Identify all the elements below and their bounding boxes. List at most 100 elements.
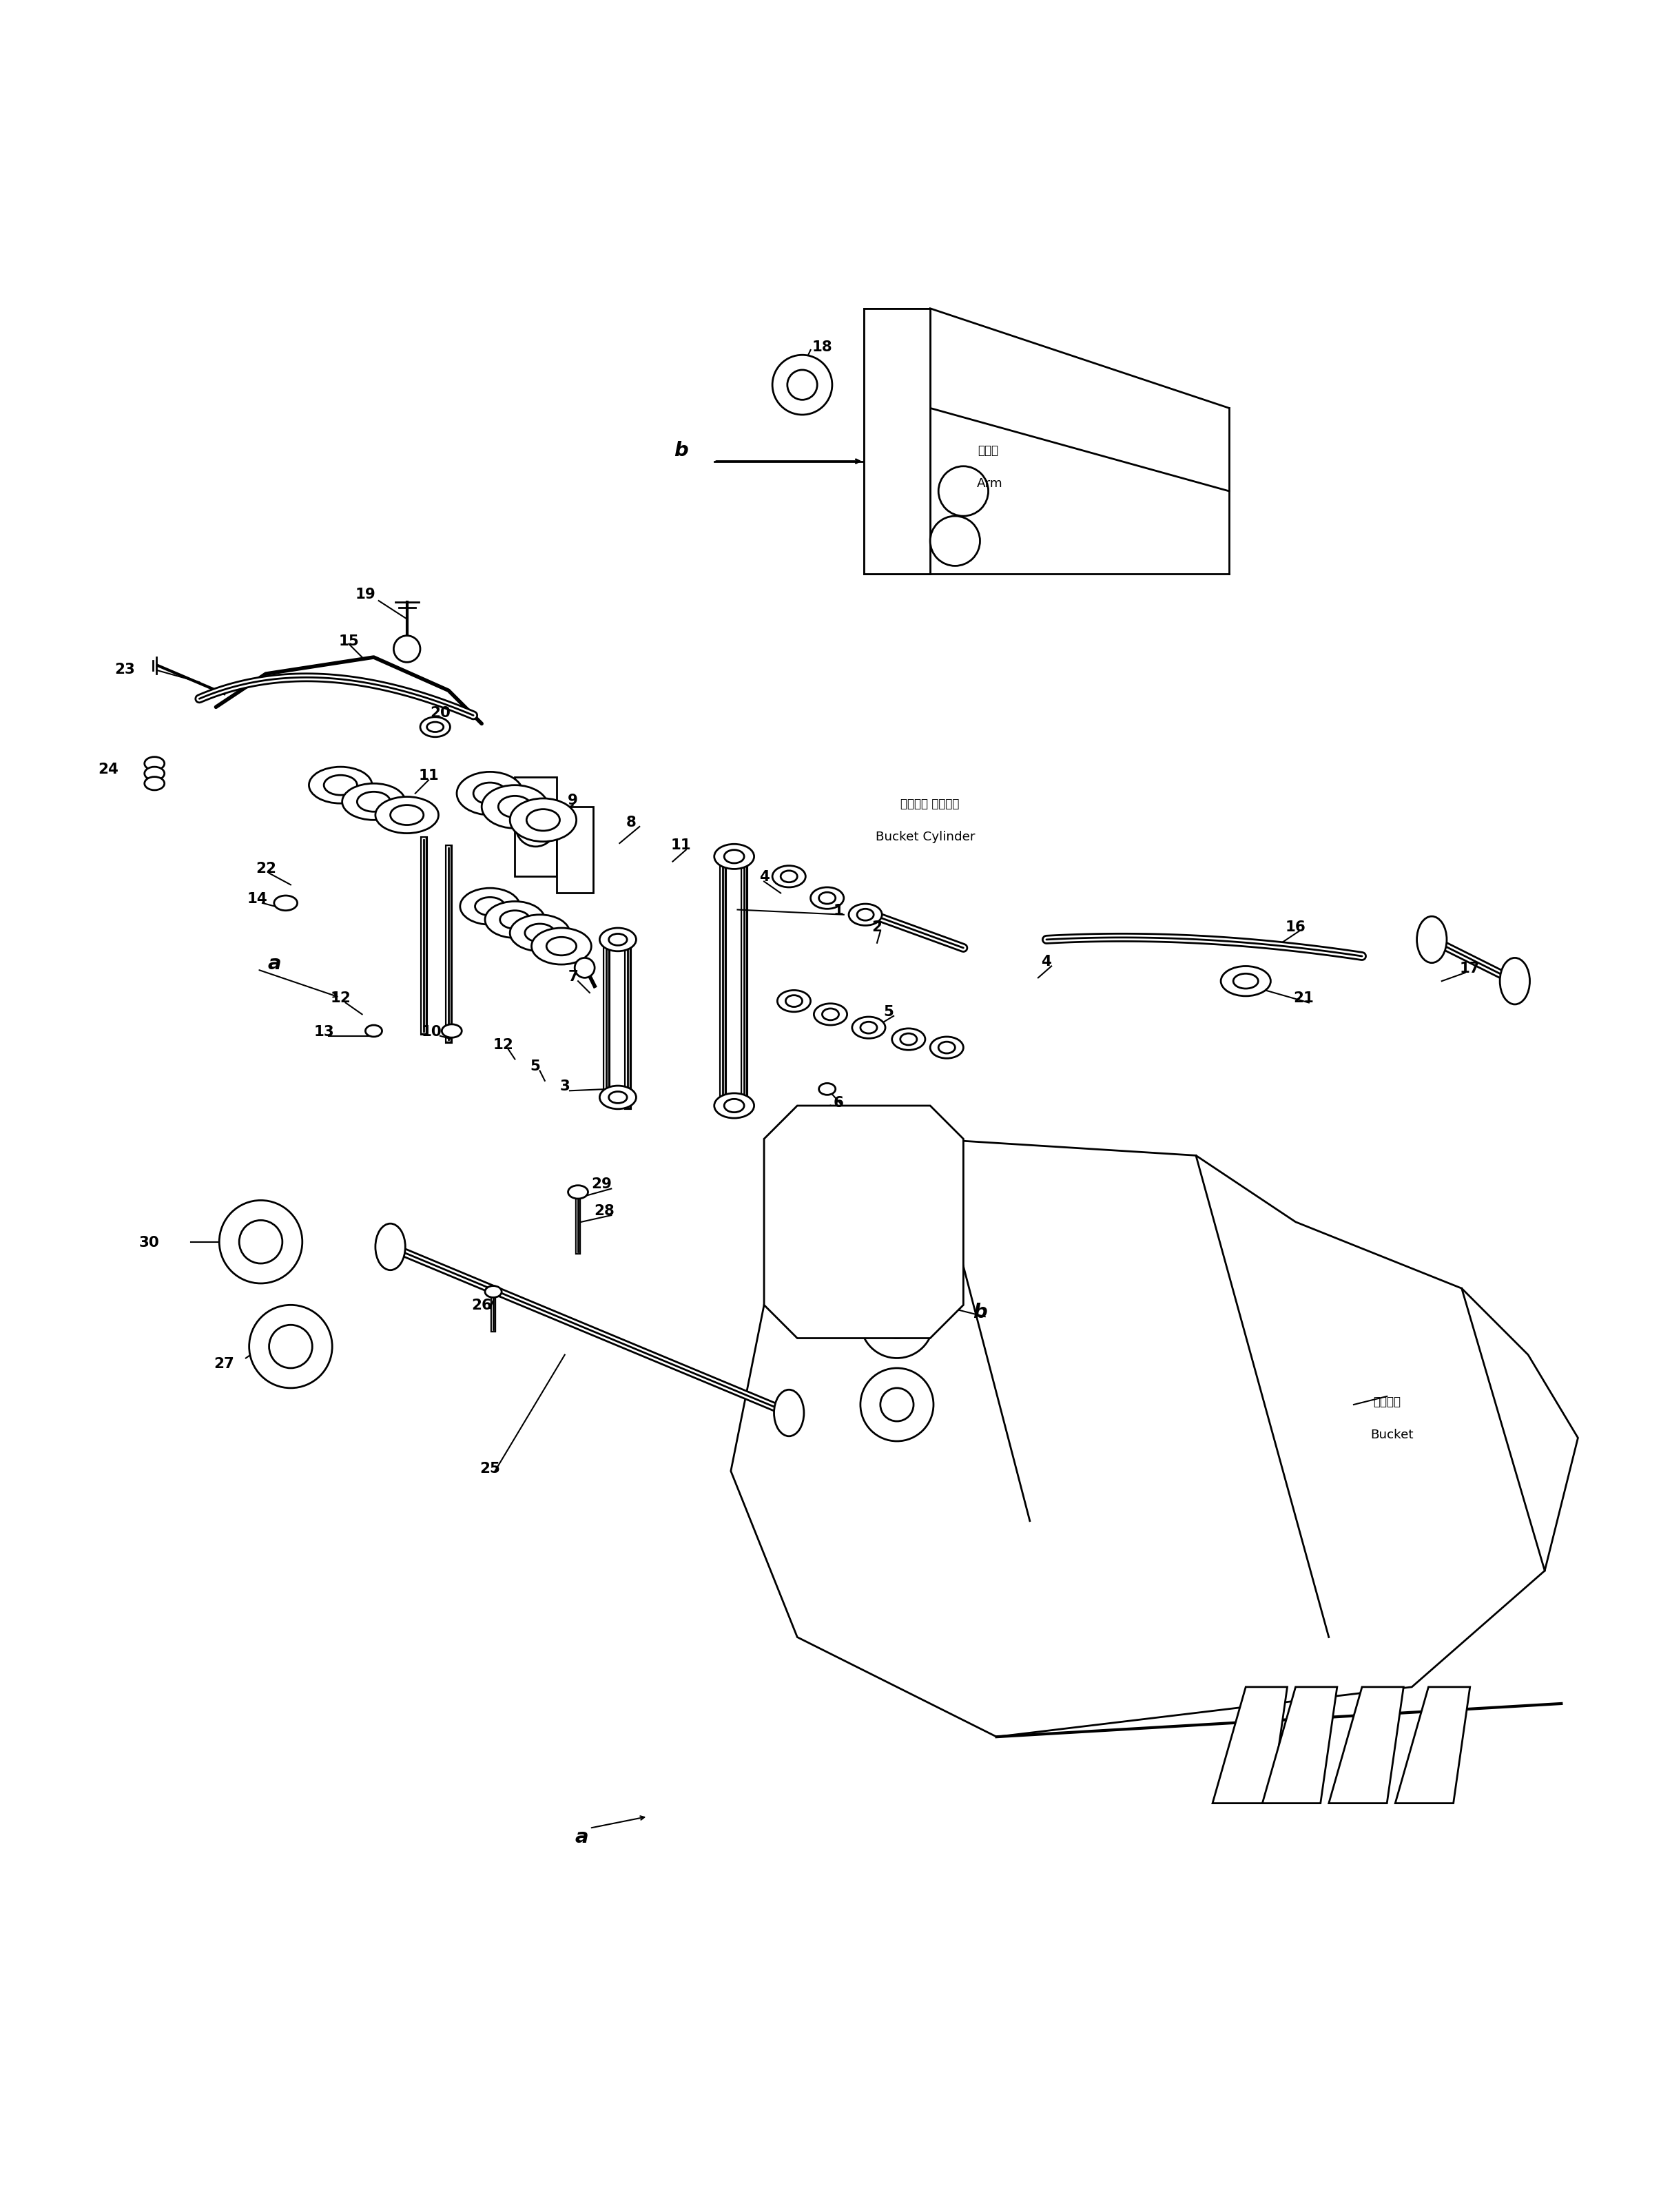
Ellipse shape xyxy=(772,867,806,887)
Ellipse shape xyxy=(724,1099,744,1113)
Text: 10: 10 xyxy=(422,1024,442,1037)
Ellipse shape xyxy=(930,1037,963,1060)
Text: 8: 8 xyxy=(626,816,636,830)
Polygon shape xyxy=(1213,1688,1287,1803)
Ellipse shape xyxy=(510,799,576,843)
Ellipse shape xyxy=(819,894,835,905)
Ellipse shape xyxy=(1232,973,1259,989)
Text: 9: 9 xyxy=(568,794,578,807)
Text: 15: 15 xyxy=(339,635,359,648)
Circle shape xyxy=(787,369,817,400)
Text: 23: 23 xyxy=(115,661,135,677)
Ellipse shape xyxy=(274,896,297,911)
Polygon shape xyxy=(731,1106,1578,1736)
Ellipse shape xyxy=(498,796,532,818)
Ellipse shape xyxy=(390,805,424,825)
Ellipse shape xyxy=(786,995,802,1006)
Text: 11: 11 xyxy=(419,770,439,783)
Ellipse shape xyxy=(145,768,164,781)
Circle shape xyxy=(860,1203,933,1276)
Ellipse shape xyxy=(457,772,523,816)
Text: バケット シリンダ: バケット シリンダ xyxy=(900,799,960,810)
Ellipse shape xyxy=(568,1186,588,1199)
Circle shape xyxy=(515,807,555,847)
Text: 21: 21 xyxy=(1294,991,1314,1004)
Text: b: b xyxy=(973,1303,987,1321)
Circle shape xyxy=(860,1369,933,1442)
Text: 20: 20 xyxy=(430,706,450,719)
Ellipse shape xyxy=(324,776,357,796)
Polygon shape xyxy=(1329,1688,1404,1803)
Ellipse shape xyxy=(852,1018,885,1040)
Text: 5: 5 xyxy=(530,1060,540,1073)
Polygon shape xyxy=(1395,1688,1470,1803)
Text: 16: 16 xyxy=(1286,920,1306,933)
Ellipse shape xyxy=(608,933,626,947)
Text: Bucket: Bucket xyxy=(1370,1429,1414,1440)
Ellipse shape xyxy=(600,1086,636,1110)
Text: 17: 17 xyxy=(1460,962,1480,975)
Ellipse shape xyxy=(811,887,844,909)
Text: 22: 22 xyxy=(256,863,276,876)
FancyBboxPatch shape xyxy=(556,807,593,894)
Ellipse shape xyxy=(1417,916,1447,962)
Text: 6: 6 xyxy=(834,1095,844,1110)
Ellipse shape xyxy=(892,1029,925,1051)
Ellipse shape xyxy=(527,810,560,832)
Ellipse shape xyxy=(938,1042,955,1053)
Circle shape xyxy=(269,1325,312,1369)
Text: 19: 19 xyxy=(355,588,375,602)
Ellipse shape xyxy=(608,1093,626,1104)
Circle shape xyxy=(239,1221,282,1263)
Text: 4: 4 xyxy=(759,869,769,885)
Ellipse shape xyxy=(822,1009,839,1020)
Ellipse shape xyxy=(510,916,570,951)
Text: 12: 12 xyxy=(331,991,350,1004)
Circle shape xyxy=(219,1201,302,1283)
Text: 7: 7 xyxy=(568,969,578,984)
Ellipse shape xyxy=(777,991,811,1013)
Text: b: b xyxy=(674,440,688,460)
Ellipse shape xyxy=(781,872,797,883)
Text: 25: 25 xyxy=(480,1462,500,1475)
Circle shape xyxy=(930,518,980,566)
Text: 11: 11 xyxy=(671,838,691,852)
Ellipse shape xyxy=(309,768,372,803)
Text: 28: 28 xyxy=(595,1203,615,1217)
Polygon shape xyxy=(764,1106,963,1338)
Text: 3: 3 xyxy=(560,1079,570,1093)
Ellipse shape xyxy=(1500,958,1530,1004)
Ellipse shape xyxy=(724,849,744,863)
Ellipse shape xyxy=(145,757,164,770)
Text: バケット: バケット xyxy=(1374,1396,1400,1407)
Ellipse shape xyxy=(342,783,405,821)
Text: a: a xyxy=(267,953,281,973)
Text: 14: 14 xyxy=(247,891,267,905)
Ellipse shape xyxy=(375,1223,405,1270)
Text: a: a xyxy=(575,1827,588,1847)
Ellipse shape xyxy=(546,938,576,956)
Circle shape xyxy=(938,467,988,518)
Text: 29: 29 xyxy=(591,1177,611,1190)
Ellipse shape xyxy=(819,1084,835,1095)
Text: Bucket Cylinder: Bucket Cylinder xyxy=(875,832,975,843)
Ellipse shape xyxy=(900,1033,917,1046)
Ellipse shape xyxy=(814,1004,847,1026)
Ellipse shape xyxy=(525,925,555,942)
Text: アーム: アーム xyxy=(978,445,998,456)
Ellipse shape xyxy=(485,1285,502,1298)
Text: 18: 18 xyxy=(812,341,832,354)
Circle shape xyxy=(249,1305,332,1389)
Text: 12: 12 xyxy=(493,1037,513,1051)
Text: 1: 1 xyxy=(834,902,844,918)
Ellipse shape xyxy=(427,723,443,732)
Ellipse shape xyxy=(473,783,507,805)
Ellipse shape xyxy=(482,785,548,830)
Circle shape xyxy=(880,1223,914,1256)
Ellipse shape xyxy=(857,909,874,920)
Text: 4: 4 xyxy=(1041,956,1051,969)
Ellipse shape xyxy=(714,845,754,869)
Ellipse shape xyxy=(485,902,545,938)
Ellipse shape xyxy=(849,905,882,927)
Text: 27: 27 xyxy=(214,1356,234,1369)
